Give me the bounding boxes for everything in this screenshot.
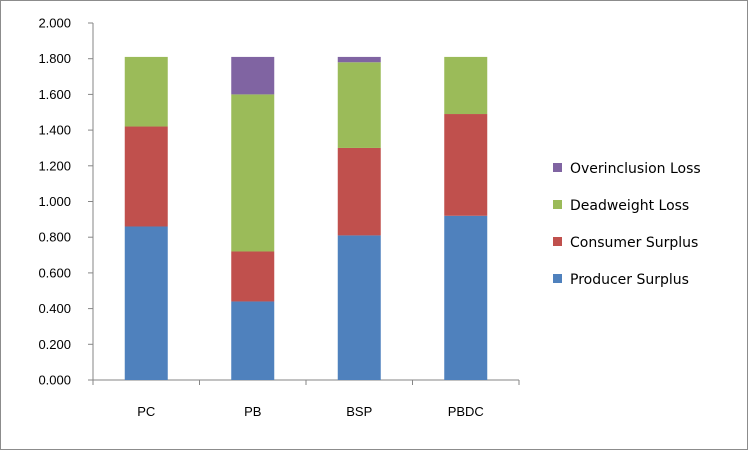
- bar-segment-consumer-surplus: [337, 147, 381, 236]
- x-tick-label: PC: [137, 404, 155, 419]
- bar-segment-consumer-surplus: [231, 251, 275, 302]
- y-tick-label: 1.000: [38, 194, 71, 209]
- y-tick-labels: 0.000 0.200 0.400 0.600 0.800 1.000 1.200 1.400…: [38, 16, 71, 388]
- bars: [124, 56, 488, 380]
- bar-stack-bsp: [337, 56, 381, 380]
- x-tick-label: PB: [244, 404, 261, 419]
- bar-segment-producer-surplus: [124, 226, 168, 380]
- bar-segment-consumer-surplus: [124, 126, 168, 227]
- x-tick-labels: PC PB BSP PBDC: [137, 404, 484, 419]
- x-tick-label: PBDC: [448, 404, 484, 419]
- legend-label: Overinclusion Loss: [570, 161, 701, 177]
- legend-label: Deadweight Loss: [570, 198, 689, 214]
- y-tick-label: 0.400: [38, 301, 71, 316]
- bar-segment-consumer-surplus: [444, 114, 488, 216]
- y-tick-label: 0.000: [38, 373, 71, 388]
- y-tick-label: 2.000: [38, 16, 71, 31]
- bar-segment-producer-surplus: [444, 215, 488, 380]
- bar-segment-deadweight-loss: [124, 56, 168, 127]
- legend-item: Deadweight Loss: [553, 198, 689, 214]
- bar-segment-overinclusion-loss: [231, 56, 275, 95]
- y-tick-label: 1.600: [38, 87, 71, 102]
- bar-stack-pbdc: [444, 56, 488, 380]
- legend-label: Producer Surplus: [570, 272, 689, 288]
- legend-label: Consumer Surplus: [570, 235, 698, 251]
- bar-segment-deadweight-loss: [444, 56, 488, 115]
- x-tick-label: BSP: [346, 404, 372, 419]
- bar-segment-deadweight-loss: [231, 94, 275, 252]
- legend-item: Producer Surplus: [553, 272, 689, 288]
- y-tick-label: 1.800: [38, 51, 71, 66]
- bar-stack-pc: [124, 56, 168, 380]
- legend-item: Consumer Surplus: [553, 235, 698, 251]
- bar-segment-producer-surplus: [337, 235, 381, 380]
- y-tick-label: 0.600: [38, 265, 71, 280]
- y-tick-label: 0.200: [38, 337, 71, 352]
- legend-swatch: [553, 163, 562, 172]
- legend-swatch: [553, 237, 562, 246]
- bar-segment-overinclusion-loss: [337, 56, 381, 63]
- legend-item: Overinclusion Loss: [553, 161, 701, 177]
- y-tick-label: 0.800: [38, 230, 71, 245]
- legend-swatch: [553, 274, 562, 283]
- y-tick-label: 1.200: [38, 158, 71, 173]
- legend: Overinclusion Loss Deadweight Loss Consume…: [553, 161, 701, 288]
- legend-swatch: [553, 200, 562, 209]
- bar-segment-deadweight-loss: [337, 62, 381, 148]
- y-tick-label: 1.400: [38, 123, 71, 138]
- bar-stack-pb: [231, 56, 275, 380]
- bar-segment-producer-surplus: [231, 301, 275, 380]
